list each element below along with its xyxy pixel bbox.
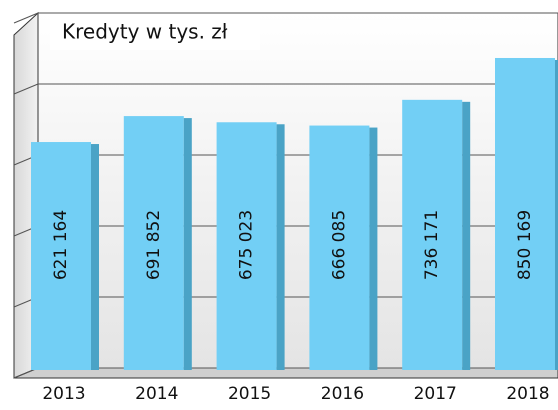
- bar: [216, 122, 277, 370]
- x-tick-label: 2014: [135, 384, 178, 404]
- title-box: [50, 16, 260, 50]
- bar-side: [276, 124, 285, 370]
- grid-line-side: [13, 83, 39, 95]
- x-tick-label: 2015: [228, 384, 271, 404]
- bar: [123, 116, 184, 370]
- bar-side: [369, 127, 378, 370]
- chart-title: Kredyty w tys. zł: [62, 20, 228, 44]
- value-label: 691 852: [144, 210, 164, 280]
- value-label: 736 171: [422, 210, 442, 280]
- value-label: 675 023: [237, 210, 257, 280]
- bar-side: [462, 101, 471, 370]
- bar: [495, 57, 555, 370]
- x-tick-label: 2018: [506, 384, 549, 404]
- bar: [309, 125, 370, 370]
- value-label: 666 085: [329, 210, 349, 280]
- x-tick-label: 2017: [414, 384, 457, 404]
- grid-line-side: [13, 12, 39, 24]
- value-label: 850 169: [515, 210, 535, 280]
- bar: [402, 99, 463, 370]
- bar: [31, 142, 91, 370]
- back-wall: [37, 12, 558, 369]
- bar-side: [183, 118, 192, 370]
- x-tick-label: 2013: [42, 384, 85, 404]
- bar-side: [91, 144, 99, 370]
- x-tick-label: 2016: [321, 384, 364, 404]
- bar-side: [555, 59, 558, 370]
- value-label: 621 164: [51, 210, 71, 280]
